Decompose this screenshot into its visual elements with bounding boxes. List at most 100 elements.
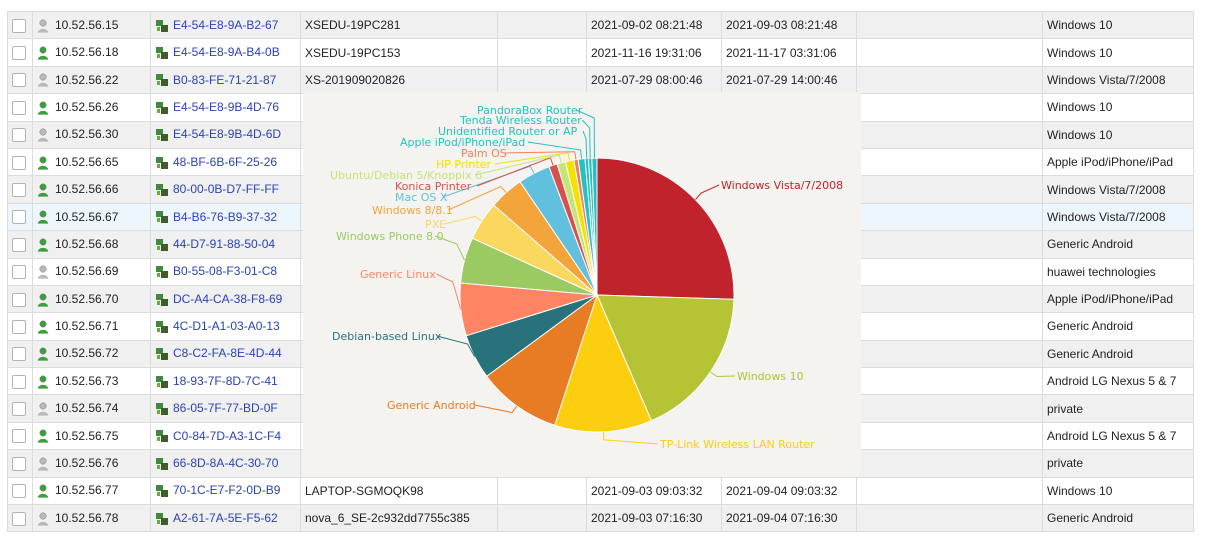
slice-label-leader [442, 165, 535, 198]
network-device-icon [155, 156, 169, 170]
mac-cell: 80-00-0B-D7-FF-FF [150, 175, 301, 204]
row-select-cell [7, 65, 33, 95]
os-cell: Apple iPod/iPhone/iPad [1042, 284, 1194, 314]
mac-link[interactable]: 66-8D-8A-4C-30-70 [173, 456, 279, 471]
mac-link[interactable]: C0-84-7D-A3-1C-F4 [173, 428, 282, 443]
row-checkbox[interactable] [12, 265, 26, 280]
mac-link[interactable]: C8-C2-FA-8E-4D-44 [173, 346, 282, 361]
slice-label: Windows 10 [737, 370, 804, 383]
mac-link[interactable]: 48-BF-6B-6F-25-26 [173, 154, 278, 169]
mac-link[interactable]: DC-A4-CA-38-F8-69 [173, 291, 283, 306]
ip-text: 10.52.56.78 [55, 510, 119, 525]
mac-cell: B0-83-FE-71-21-87 [150, 65, 301, 95]
row-checkbox[interactable] [12, 18, 26, 33]
mac-cell: 48-BF-6B-6F-25-26 [150, 147, 301, 177]
row-checkbox[interactable] [12, 292, 26, 307]
mac-link[interactable]: 18-93-7F-8D-7C-41 [173, 373, 278, 388]
ip-text: 10.52.56.70 [55, 291, 119, 306]
hostname-cell: XSEDU-19PC153 [300, 38, 498, 67]
mac-link[interactable]: E4-54-E8-9A-B4-0B [173, 45, 280, 60]
empty-cell [856, 202, 1043, 232]
network-device-icon [155, 19, 169, 33]
slice-label-leader [576, 109, 595, 159]
row-checkbox[interactable] [12, 128, 26, 143]
ip-cell: 10.52.56.76 [32, 449, 151, 478]
user-online-icon [37, 46, 49, 60]
pie-slice[interactable] [485, 293, 598, 426]
row-checkbox[interactable] [12, 73, 26, 88]
ip-text: 10.52.56.15 [55, 17, 119, 32]
user-online-icon [37, 183, 49, 197]
ip-cell: 10.52.56.75 [32, 421, 151, 451]
row-checkbox[interactable] [12, 374, 26, 389]
first-seen-cell: 2021-07-29 08:00:46 [586, 65, 722, 95]
first-seen-cell: 2021-09-03 07:16:30 [586, 504, 722, 533]
mac-cell: C8-C2-FA-8E-4D-44 [150, 339, 301, 369]
table-row[interactable]: 10.52.56.18 E4-54-E8-9A-B4-0B XSEDU-19PC15… [7, 38, 1194, 67]
pie-slice[interactable] [596, 157, 735, 300]
first-seen-cell: 2021-09-02 08:21:48 [586, 10, 722, 40]
user-online-icon [37, 101, 49, 115]
mac-link[interactable]: E4-54-E8-9B-4D-6D [173, 127, 282, 142]
row-checkbox[interactable] [12, 429, 26, 444]
mac-link[interactable]: 80-00-0B-D7-FF-FF [173, 182, 280, 197]
empty-cell [856, 38, 1043, 67]
slice-label-leader [436, 335, 476, 358]
last-seen-cell: 2021-09-04 07:16:30 [721, 504, 857, 533]
row-select-cell [7, 175, 33, 204]
slice-label: Mac OS X [395, 191, 448, 204]
empty-cell [856, 367, 1043, 396]
user-online-icon [37, 210, 49, 224]
slice-label-leader [444, 216, 483, 225]
ip-cell: 10.52.56.74 [32, 394, 151, 423]
slice-label: Palm OS [461, 147, 507, 160]
network-device-icon [155, 512, 169, 526]
mac-link[interactable]: E4-54-E8-9A-B2-67 [173, 17, 279, 32]
row-select-cell [7, 312, 33, 341]
network-device-icon [155, 457, 169, 471]
user-offline-icon [37, 402, 49, 416]
row-checkbox[interactable] [12, 46, 26, 60]
pie-slice[interactable] [596, 294, 735, 422]
pie-slice[interactable] [554, 293, 653, 433]
mac-link[interactable]: 70-1C-E7-F2-0D-B9 [173, 483, 281, 498]
mac-cell: E4-54-E8-9A-B4-0B [150, 38, 301, 67]
row-checkbox[interactable] [12, 237, 26, 252]
ip-text: 10.52.56.67 [55, 209, 119, 224]
user-offline-icon [37, 512, 49, 526]
mac-link[interactable]: 86-05-7F-77-BD-0F [173, 401, 278, 416]
empty-cell [497, 476, 587, 506]
hostname-cell: LAPTOP-SGMOQK98 [300, 476, 498, 506]
mac-link[interactable]: B4-B6-76-B9-37-32 [173, 209, 278, 224]
row-checkbox[interactable] [12, 100, 26, 115]
empty-cell [856, 504, 1043, 533]
table-row[interactable]: 10.52.56.78 A2-61-7A-5E-F5-62 nova_6_SE-2c… [7, 504, 1194, 533]
table-row[interactable]: 10.52.56.77 70-1C-E7-F2-0D-B9 LAPTOP-SGMOQ… [7, 476, 1194, 506]
mac-link[interactable]: B0-55-08-F3-01-C8 [173, 264, 278, 279]
row-checkbox[interactable] [12, 484, 26, 499]
os-pie-chart-svg: Windows Vista/7/2008 Windows 10 TP-Link Wi… [330, 104, 843, 451]
table-row[interactable]: 10.52.56.15 E4-54-E8-9A-B2-67 XSEDU-19PC28… [7, 10, 1194, 40]
row-checkbox[interactable] [12, 319, 26, 334]
mac-link[interactable]: 44-D7-91-88-50-04 [173, 236, 276, 251]
user-offline-icon [37, 128, 49, 142]
table-row[interactable]: 10.52.56.22 B0-83-FE-71-21-87 XS-201909020… [7, 65, 1194, 95]
row-checkbox[interactable] [12, 347, 26, 362]
ip-text: 10.52.56.72 [55, 346, 119, 361]
ip-text: 10.52.56.77 [55, 483, 119, 498]
row-checkbox[interactable] [12, 511, 26, 526]
row-checkbox[interactable] [12, 182, 26, 197]
empty-cell [856, 65, 1043, 95]
network-device-icon [155, 484, 169, 498]
row-checkbox[interactable] [12, 456, 26, 471]
mac-link[interactable]: B0-83-FE-71-21-87 [173, 72, 277, 87]
row-checkbox[interactable] [12, 402, 26, 417]
empty-cell [856, 312, 1043, 341]
mac-link[interactable]: 4C-D1-A1-03-A0-13 [173, 319, 280, 334]
slice-label: Generic Android [387, 399, 476, 412]
row-checkbox[interactable] [12, 210, 26, 225]
row-checkbox[interactable] [12, 155, 26, 170]
mac-link[interactable]: A2-61-7A-5E-F5-62 [173, 510, 278, 525]
ip-text: 10.52.56.22 [55, 72, 119, 87]
mac-link[interactable]: E4-54-E8-9B-4D-76 [173, 99, 280, 114]
